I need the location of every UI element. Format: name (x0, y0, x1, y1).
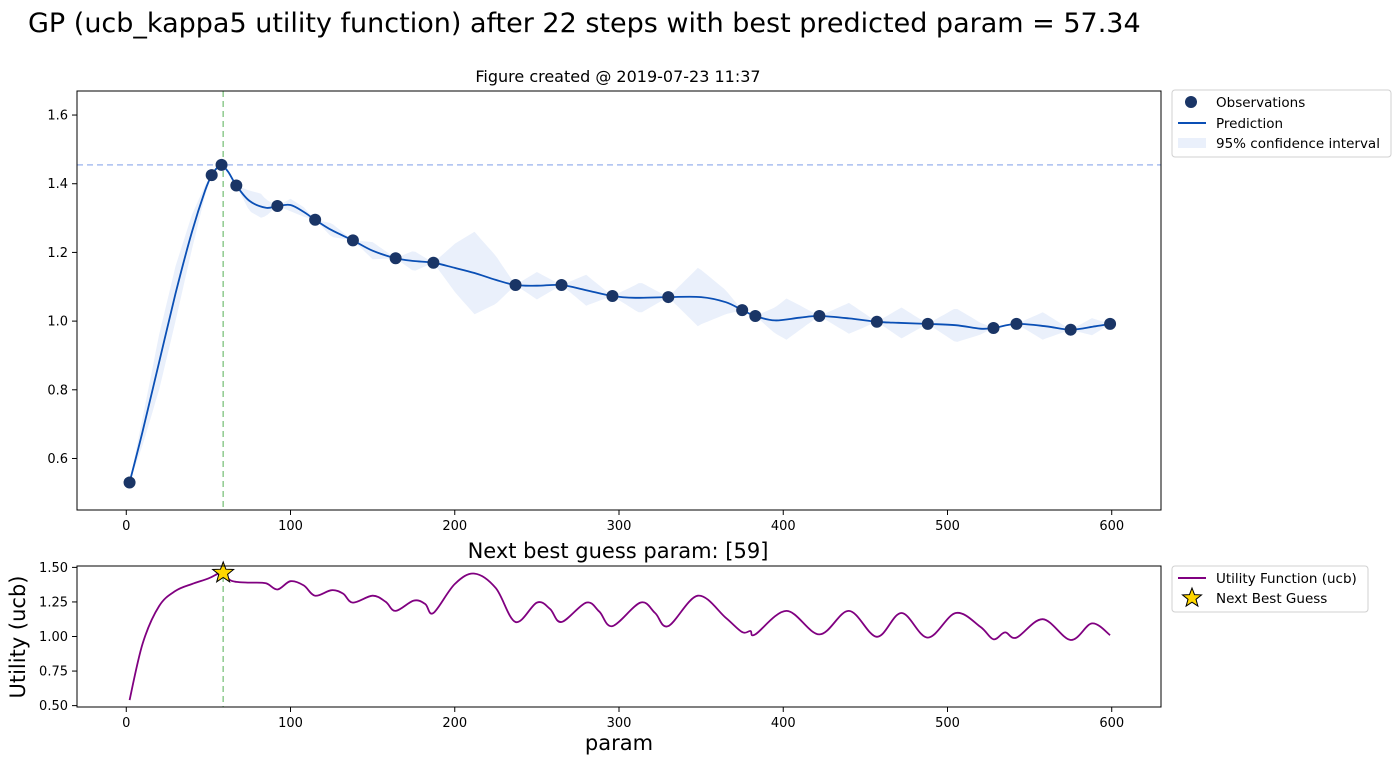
observation-point (230, 179, 243, 192)
observation-point (1064, 323, 1077, 336)
legend-ci-label: 95% confidence interval (1216, 136, 1380, 152)
confidence-interval-band (129, 164, 1109, 483)
bottom-legend: Utility Function (ucb) Next Best Guess (1171, 565, 1369, 613)
x-tick-label: 300 (607, 716, 632, 731)
observation-point (736, 304, 749, 317)
observation-point (309, 213, 322, 226)
x-tick-label: 0 (122, 716, 130, 731)
y-tick-label: 1.4 (47, 177, 68, 192)
bottom-x-ticks: 0 100 200 300 400 500 600 (122, 707, 1124, 731)
y-tick-label: 1.6 (47, 109, 68, 124)
observation-point (427, 256, 440, 269)
confidence-interval-area (129, 164, 1109, 483)
observation-point (1104, 317, 1117, 330)
bottom-y-axis-label: Utility (ucb) (6, 575, 30, 698)
observation-point (749, 309, 762, 322)
x-tick-label: 400 (771, 519, 796, 534)
legend-prediction-label: Prediction (1216, 116, 1283, 132)
observation-point (271, 200, 284, 213)
top-x-ticks: 0 100 200 300 400 500 600 (122, 510, 1124, 534)
x-tick-label: 600 (1099, 716, 1124, 731)
observation-points (123, 158, 1117, 489)
y-tick-label: 0.50 (39, 699, 68, 714)
legend-observations-label: Observations (1216, 95, 1305, 111)
y-tick-label: 0.6 (47, 452, 68, 467)
next-best-guess-star (211, 560, 235, 583)
x-tick-label: 500 (935, 519, 960, 534)
legend-utility-label: Utility Function (ucb) (1216, 571, 1357, 587)
bottom-axes-title: Next best guess param: [59] (468, 539, 769, 563)
bottom-x-axis-label: param (585, 731, 653, 755)
observation-point (555, 279, 568, 292)
x-tick-label: 200 (442, 519, 467, 534)
top-legend-frame (1171, 89, 1392, 158)
observation-point (921, 317, 934, 330)
observation-point (606, 290, 619, 303)
x-tick-label: 600 (1099, 519, 1124, 534)
observation-point (1010, 317, 1023, 330)
observation-point (662, 291, 675, 304)
observation-point (389, 252, 402, 265)
bottom-plot: 0 100 200 300 400 500 600 0.50 0.75 1.00 1.25 1.50 (39, 560, 1162, 731)
y-tick-label: 1.25 (39, 595, 68, 610)
y-tick-label: 1.2 (47, 246, 68, 261)
x-tick-label: 100 (278, 716, 303, 731)
x-tick-label: 100 (278, 519, 303, 534)
y-tick-label: 0.75 (39, 665, 68, 680)
legend-ci-swatch (1178, 138, 1206, 148)
x-tick-label: 200 (442, 716, 467, 731)
observation-point (205, 169, 218, 182)
legend-observation-marker (1185, 96, 1197, 108)
top-legend: Observations Prediction 95% confidence i… (1171, 89, 1392, 158)
observation-point (870, 315, 883, 328)
x-tick-label: 500 (935, 716, 960, 731)
observation-point (215, 158, 228, 171)
utility-curve (128, 571, 1111, 701)
y-tick-label: 0.8 (47, 383, 68, 398)
top-plot: 0 100 200 300 400 500 600 0.6 0.8 1.0 1.2 1.4 1.6 (47, 90, 1162, 534)
observation-point (987, 321, 1000, 334)
utility-line (128, 571, 1111, 701)
legend-star-icon (1181, 586, 1203, 608)
top-axes-frame (76, 90, 1162, 511)
observation-point (813, 309, 826, 322)
top-y-ticks: 0.6 0.8 1.0 1.2 1.4 1.6 (47, 109, 77, 467)
legend-guess-label: Next Best Guess (1216, 591, 1327, 607)
observation-point (346, 234, 359, 247)
y-tick-label: 1.50 (39, 561, 68, 576)
y-tick-label: 1.0 (47, 315, 68, 330)
reference-lines (77, 91, 1161, 510)
y-tick-label: 1.00 (39, 630, 68, 645)
bottom-legend-frame (1171, 565, 1369, 613)
x-tick-label: 300 (607, 519, 632, 534)
x-tick-label: 0 (122, 519, 130, 534)
bottom-y-ticks: 0.50 0.75 1.00 1.25 1.50 (39, 561, 77, 714)
top-axes-title: Figure created @ 2019-07-23 11:37 (475, 67, 760, 86)
observation-point (123, 476, 136, 489)
next-best-guess-marker (211, 560, 235, 583)
observation-point (509, 279, 522, 292)
x-tick-label: 400 (771, 716, 796, 731)
figure-suptitle: GP (ucb_kappa5 utility function) after 2… (28, 8, 1141, 39)
